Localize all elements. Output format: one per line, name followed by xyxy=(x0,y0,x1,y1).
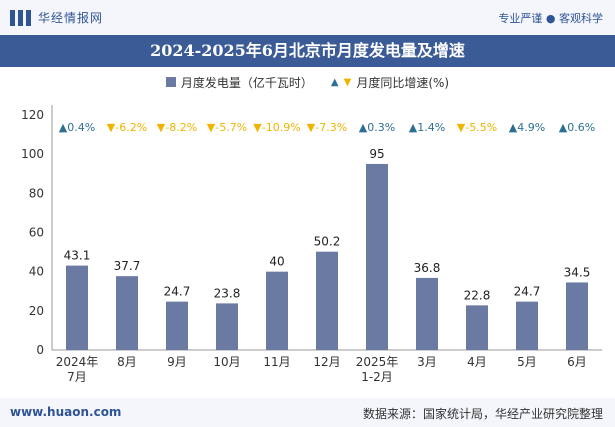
triangle-down-icon: ▼ xyxy=(107,121,116,134)
footer: www.huaon.com 数据来源：国家统计局，华经产业研究院整理 xyxy=(0,398,615,427)
x-tick-label: 11月 xyxy=(263,355,290,369)
tagline: 专业严谨 ● 客观科学 xyxy=(498,12,603,25)
x-tick-label: 1-2月 xyxy=(361,370,393,384)
title-bar: 2024-2025年6月北京市月度发电量及增速 xyxy=(0,35,615,67)
y-tick-label: 80 xyxy=(29,186,44,200)
growth-label: ▼-5.7% xyxy=(207,121,247,134)
legend-item-growth: ▲ ▼ 月度同比增速(%) xyxy=(331,74,449,91)
bar-value-label: 40 xyxy=(269,255,284,269)
growth-label: ▼-7.3% xyxy=(307,121,347,134)
bar-value-label: 34.5 xyxy=(564,265,591,279)
bar xyxy=(366,163,388,350)
growth-label: ▲0.3% xyxy=(359,121,395,134)
brand: 华经情报网 xyxy=(10,9,103,26)
legend: 月度发电量（亿千瓦时） ▲ ▼ 月度同比增速(%) xyxy=(0,72,615,92)
bar-value-label: 43.1 xyxy=(64,249,91,263)
x-tick-label: 2025年 xyxy=(356,355,399,369)
triangle-up-icon: ▲ xyxy=(559,121,568,134)
bar-value-label: 36.8 xyxy=(414,261,441,275)
growth-value: -5.5% xyxy=(465,121,497,134)
x-tick-label: 12月 xyxy=(313,355,340,369)
x-tick-label: 8月 xyxy=(117,355,137,369)
y-tick-label: 40 xyxy=(29,265,44,279)
growth-label: ▼-5.5% xyxy=(457,121,497,134)
legend-bar-label: 月度发电量（亿千瓦时） xyxy=(180,75,313,90)
bar-value-label: 23.8 xyxy=(214,286,241,300)
x-tick-label: 7月 xyxy=(67,370,87,384)
bar xyxy=(66,265,88,350)
growth-label: ▲0.6% xyxy=(559,121,595,134)
bar-chart: 02040608010012043.12024年7月▲0.4%37.78月▼-6… xyxy=(21,105,602,384)
triangle-up-icon: ▲ xyxy=(409,121,418,134)
bar xyxy=(516,301,538,350)
bar-value-label: 95 xyxy=(369,147,384,161)
growth-value: 0.3% xyxy=(367,121,395,134)
y-tick-label: 100 xyxy=(21,147,44,161)
bar-value-label: 50.2 xyxy=(314,235,341,249)
x-tick-label: 4月 xyxy=(467,355,487,369)
triangle-down-icon: ▼ xyxy=(253,121,262,134)
bar-value-label: 24.7 xyxy=(514,285,541,299)
growth-value: 0.4% xyxy=(67,121,95,134)
y-tick-label: 20 xyxy=(29,304,44,318)
bar-value-label: 22.8 xyxy=(464,288,491,302)
growth-value: -10.9% xyxy=(262,121,301,134)
bar-value-label: 37.7 xyxy=(114,259,141,273)
growth-label: ▼-6.2% xyxy=(107,121,147,134)
triangle-down-icon: ▼ xyxy=(307,121,316,134)
x-tick-label: 10月 xyxy=(213,355,240,369)
bar-value-label: 24.7 xyxy=(164,285,191,299)
triangle-up-icon: ▲ xyxy=(509,121,518,134)
bar xyxy=(566,282,588,350)
chart-title: 2024-2025年6月北京市月度发电量及增速 xyxy=(150,41,465,60)
growth-value: 0.6% xyxy=(567,121,595,134)
bar xyxy=(166,301,188,350)
x-tick-label: 5月 xyxy=(517,355,537,369)
y-tick-label: 120 xyxy=(21,108,44,122)
bar xyxy=(416,277,438,350)
x-tick-label: 3月 xyxy=(417,355,437,369)
growth-label: ▲1.4% xyxy=(409,121,445,134)
legend-item-bar: 月度发电量（亿千瓦时） xyxy=(165,74,313,91)
bar xyxy=(466,305,488,350)
logo-icon xyxy=(10,9,32,26)
triangle-down-icon: ▼ xyxy=(207,121,216,134)
y-tick-label: 0 xyxy=(36,343,44,357)
y-tick-label: 60 xyxy=(29,226,44,240)
growth-label: ▼-8.2% xyxy=(157,121,197,134)
growth-value: 4.9% xyxy=(517,121,545,134)
growth-label: ▲0.4% xyxy=(59,121,95,134)
growth-value: -6.2% xyxy=(115,121,147,134)
bar xyxy=(116,276,138,350)
triangle-down-icon: ▼ xyxy=(457,121,466,134)
website-url: www.huaon.com xyxy=(10,405,122,419)
growth-value: -7.3% xyxy=(315,121,347,134)
bar xyxy=(316,251,338,350)
data-source: 数据来源：国家统计局，华经产业研究院整理 xyxy=(362,407,603,421)
growth-label: ▲4.9% xyxy=(509,121,545,134)
triangle-up-icon: ▲ xyxy=(330,76,339,88)
legend-bar-swatch xyxy=(165,77,176,87)
growth-label: ▼-10.9% xyxy=(253,121,300,134)
top-bar: 华经情报网 专业严谨 ● 客观科学 xyxy=(0,0,615,35)
legend-growth-label: 月度同比增速(%) xyxy=(356,75,450,90)
growth-value: -5.7% xyxy=(215,121,247,134)
bar xyxy=(266,271,288,350)
x-tick-label: 2024年 xyxy=(56,355,99,369)
growth-value: -8.2% xyxy=(165,121,197,134)
triangle-down-icon: ▼ xyxy=(343,76,352,88)
x-tick-label: 6月 xyxy=(567,355,587,369)
triangle-up-icon: ▲ xyxy=(359,121,368,134)
x-tick-label: 9月 xyxy=(167,355,187,369)
triangle-up-icon: ▲ xyxy=(59,121,68,134)
growth-value: 1.4% xyxy=(417,121,445,134)
triangle-down-icon: ▼ xyxy=(157,121,166,134)
brand-name: 华经情报网 xyxy=(38,11,104,25)
bar xyxy=(216,303,238,350)
